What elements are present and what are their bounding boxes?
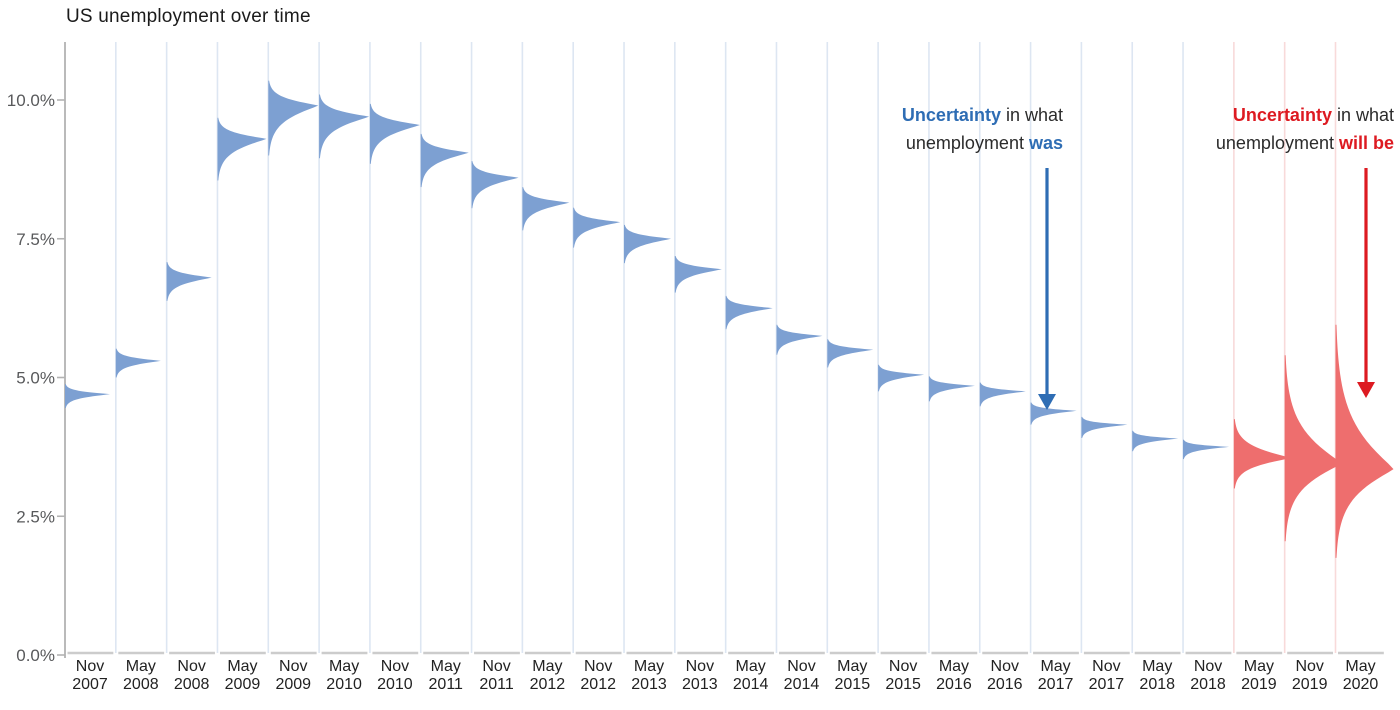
- historical-violin-Nov-2017: [1081, 416, 1128, 438]
- future-arrow-head: [1357, 382, 1375, 398]
- historical-violin-May-2016: [928, 376, 975, 402]
- x-label-Nov-2008: Nov 2008: [174, 658, 210, 693]
- x-label-Nov-2017: Nov 2017: [1089, 658, 1125, 693]
- x-label-Nov-2015: Nov 2015: [885, 658, 921, 693]
- historical-violin-Nov-2016: [979, 382, 1026, 407]
- x-label-May-2014: May 2014: [733, 658, 769, 693]
- annotation-past-line2-bold: was: [1028, 133, 1063, 153]
- x-label-May-2011: May 2011: [429, 658, 464, 693]
- historical-violin-Nov-2015: [878, 364, 925, 392]
- chart-title: US unemployment over time: [66, 6, 311, 27]
- x-label-May-2013: May 2013: [631, 658, 667, 693]
- x-label-Nov-2013: Nov 2013: [682, 658, 718, 693]
- past-arrow-head: [1038, 394, 1056, 410]
- historical-violin-Nov-2010: [369, 103, 420, 164]
- forecast-violin-May-2019: [1233, 419, 1291, 489]
- x-label-May-2008: May 2008: [123, 658, 159, 693]
- historical-violin-May-2010: [319, 94, 370, 159]
- x-label-Nov-2009: Nov 2009: [275, 658, 311, 693]
- x-label-May-2020: May 2020: [1343, 658, 1379, 693]
- historical-violin-May-2015: [827, 339, 874, 368]
- historical-violin-May-2018: [1132, 430, 1179, 452]
- historical-violin-Nov-2014: [776, 324, 823, 355]
- y-tick-label: 7.5%: [16, 230, 55, 249]
- annotation-past-line1-bold: Uncertainty: [901, 105, 1001, 125]
- annotation-past-line1-rest: in what: [1000, 105, 1063, 125]
- historical-violin-Nov-2013: [674, 255, 722, 293]
- forecast-violin-May-2020: [1335, 324, 1394, 558]
- historical-violin-May-2008: [115, 348, 161, 378]
- x-label-May-2016: May 2016: [936, 658, 972, 693]
- x-label-Nov-2007: Nov 2007: [72, 658, 108, 693]
- x-label-May-2009: May 2009: [225, 658, 261, 693]
- historical-violin-Nov-2008: [166, 262, 212, 301]
- x-label-May-2010: May 2010: [326, 658, 362, 693]
- x-label-Nov-2018: Nov 2018: [1190, 658, 1226, 693]
- historical-violin-Nov-2009: [268, 80, 319, 156]
- annotation-future-line1-rest: in what: [1331, 105, 1394, 125]
- historical-violin-May-2011: [420, 133, 469, 188]
- y-tick-label: 2.5%: [16, 507, 55, 526]
- x-label-May-2018: May 2018: [1139, 658, 1175, 693]
- x-label-May-2012: May 2012: [530, 658, 566, 693]
- x-label-Nov-2016: Nov 2016: [987, 658, 1023, 693]
- annotation-uncertainty-past: Uncertainty in what unemployment was: [902, 101, 1063, 157]
- historical-violin-May-2009: [217, 117, 267, 181]
- annotation-future-line1-bold: Uncertainty: [1232, 105, 1332, 125]
- y-tick-label: 10.0%: [7, 91, 55, 110]
- historical-violin-May-2012: [522, 187, 570, 231]
- historical-violin-Nov-2012: [573, 207, 621, 248]
- historical-violin-May-2013: [624, 224, 672, 264]
- historical-violin-Nov-2007: [65, 384, 110, 409]
- x-label-Nov-2012: Nov 2012: [580, 658, 616, 693]
- annotation-past-line2-rest: unemployment: [905, 133, 1029, 153]
- annotation-future-line2-bold: will be: [1338, 133, 1394, 153]
- forecast-violin-Nov-2019: [1284, 355, 1342, 542]
- x-label-May-2015: May 2015: [835, 658, 871, 693]
- y-tick-label: 0.0%: [16, 646, 55, 665]
- y-tick-label: 5.0%: [16, 369, 55, 388]
- annotation-future-line2-rest: unemployment: [1215, 133, 1339, 153]
- historical-violin-Nov-2018: [1183, 439, 1230, 460]
- x-label-Nov-2014: Nov 2014: [784, 658, 820, 693]
- historical-violin-May-2014: [725, 295, 773, 330]
- annotation-uncertainty-future: Uncertainty in what unemployment will be: [1216, 101, 1394, 157]
- x-label-May-2019: May 2019: [1241, 658, 1277, 693]
- x-label-Nov-2019: Nov 2019: [1292, 658, 1328, 693]
- x-label-Nov-2010: Nov 2010: [377, 658, 413, 693]
- x-label-Nov-2011: Nov 2011: [479, 658, 514, 693]
- historical-violin-May-2017: [1030, 402, 1077, 425]
- historical-violin-Nov-2011: [471, 161, 519, 209]
- x-label-May-2017: May 2017: [1038, 658, 1074, 693]
